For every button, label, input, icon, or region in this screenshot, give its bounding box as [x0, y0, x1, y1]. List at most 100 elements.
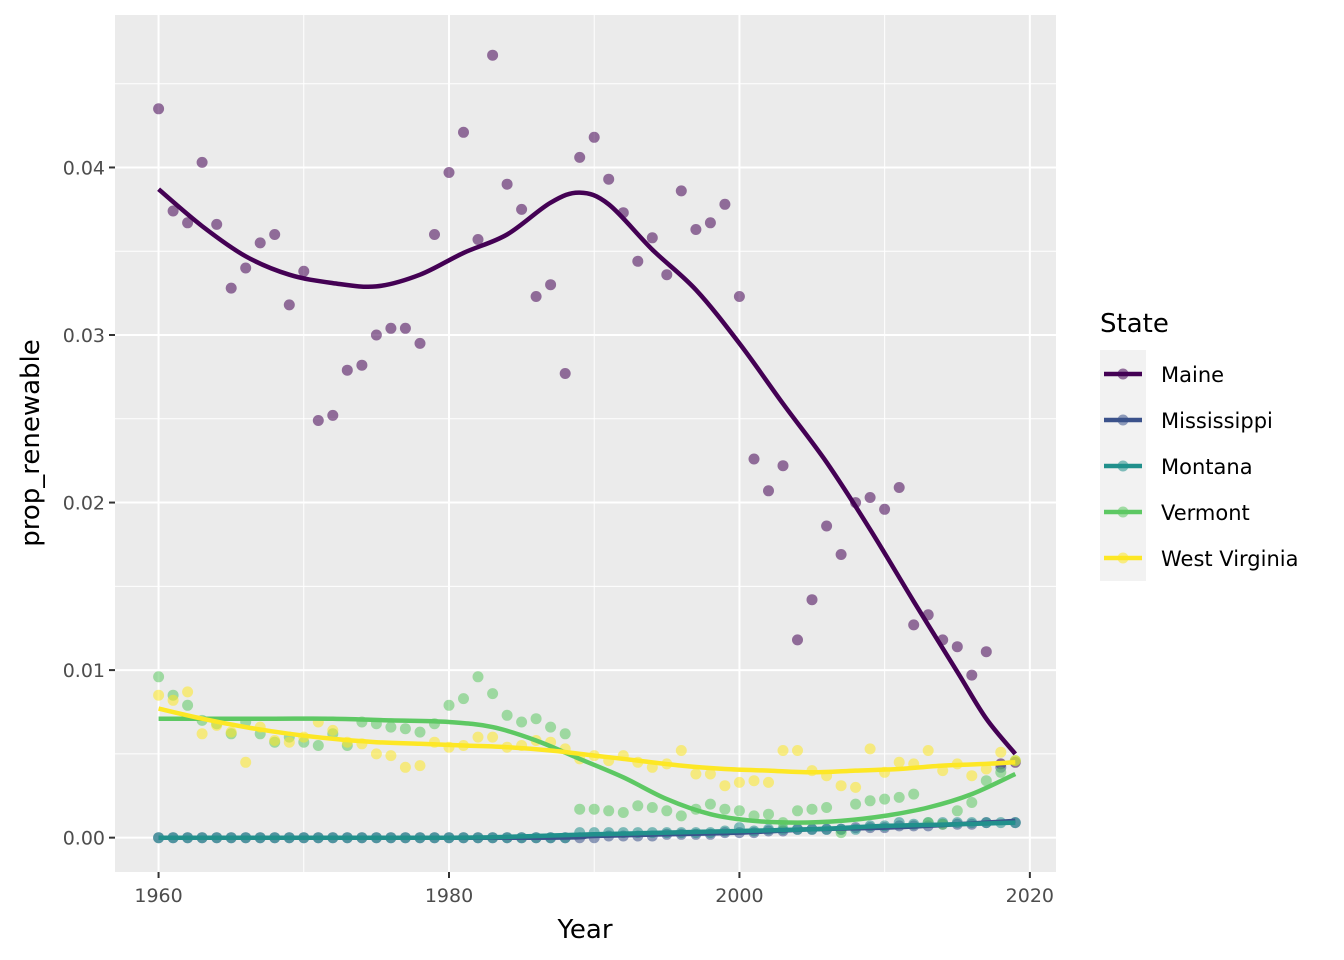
data-point: [980, 646, 992, 658]
data-point: [835, 549, 847, 560]
y-tick-label: 0.00: [63, 828, 105, 850]
legend-key-point: [1117, 460, 1129, 472]
data-point: [675, 810, 687, 822]
data-point: [327, 409, 339, 421]
legend-title: State: [1100, 309, 1169, 339]
legend-key-point: [1117, 552, 1129, 564]
data-point: [733, 291, 745, 302]
data-point: [487, 49, 499, 61]
data-point: [370, 329, 382, 341]
smooth-lines: [157, 187, 1018, 841]
data-point: [748, 775, 760, 787]
data-point: [792, 634, 803, 646]
data-point: [719, 780, 731, 792]
data-point: [240, 756, 252, 768]
data-point: [850, 798, 862, 810]
data-point: [341, 364, 353, 376]
plot-panel: [115, 15, 1056, 872]
data-point: [414, 726, 426, 738]
data-point: [182, 217, 194, 229]
data-point: [922, 745, 934, 756]
data-point: [356, 359, 368, 371]
data-point: [312, 740, 324, 751]
data-point: [763, 776, 774, 788]
data-point: [951, 805, 963, 817]
legend-label: West Virginia: [1161, 547, 1298, 571]
data-point: [487, 688, 499, 700]
data-point: [370, 748, 382, 760]
x-axis-title: Year: [556, 915, 612, 945]
data-point: [472, 671, 484, 683]
data-point: [211, 218, 223, 230]
data-point: [603, 173, 615, 185]
data-point: [792, 745, 803, 756]
legend-key-point: [1117, 506, 1129, 518]
data-point: [399, 322, 411, 334]
data-point: [806, 594, 818, 606]
data-point: [472, 234, 484, 245]
data-point: [603, 805, 615, 817]
data-point: [719, 803, 731, 815]
data-point: [908, 788, 920, 800]
data-point: [167, 694, 179, 706]
data-point: [748, 453, 760, 465]
data-point: [501, 709, 513, 721]
data-point: [879, 793, 891, 805]
data-point: [574, 151, 586, 163]
x-axis: 1960 1980 2000 2020: [134, 872, 1054, 907]
data-point: [283, 736, 295, 748]
data-point: [733, 776, 745, 788]
x-tick-label: 2020: [1006, 885, 1054, 907]
data-point: [240, 262, 252, 274]
data-point: [675, 745, 687, 756]
data-point: [632, 255, 644, 267]
data-point: [908, 619, 920, 631]
x-tick-label: 1960: [134, 885, 182, 907]
data-point: [385, 750, 397, 762]
data-point: [806, 803, 818, 815]
data-point: [864, 795, 876, 807]
y-axis-title: prop_renewable: [16, 339, 46, 547]
data-point: [516, 716, 528, 728]
legend-key-point: [1117, 414, 1129, 426]
data-point: [254, 237, 266, 249]
data-point: [850, 781, 862, 793]
y-tick-label: 0.01: [63, 660, 105, 682]
data-point: [777, 460, 789, 472]
data-point: [298, 265, 310, 277]
data-point: [559, 368, 571, 379]
smooth-line-montana: [158, 820, 1016, 841]
data-point: [269, 229, 281, 240]
data-point: [501, 178, 513, 190]
data-point: [980, 775, 992, 787]
smooth-line-maine: [157, 187, 1018, 756]
data-point: [821, 802, 833, 813]
y-tick-label: 0.03: [63, 325, 105, 347]
data-point: [588, 131, 600, 143]
data-point: [893, 791, 905, 803]
data-point: [719, 198, 731, 210]
data-point: [414, 337, 426, 349]
legend: State Maine Mississippi Montana Vermont West…: [1100, 309, 1298, 581]
legend-key-point: [1117, 368, 1129, 380]
data-point: [835, 780, 847, 792]
data-point: [283, 299, 295, 311]
data-point: [733, 805, 745, 817]
data-point: [632, 800, 644, 812]
data-point: [704, 217, 716, 229]
data-point: [167, 205, 179, 217]
data-point: [385, 322, 397, 334]
data-point: [312, 415, 324, 426]
data-point: [893, 756, 905, 768]
data-point: [153, 103, 165, 115]
y-axis: 0.00 0.01 0.02 0.03 0.04: [63, 157, 115, 850]
data-point: [472, 731, 484, 743]
data-point: [995, 766, 1007, 778]
data-point: [225, 726, 237, 738]
data-point: [617, 807, 629, 818]
data-point: [458, 126, 469, 138]
data-point: [443, 167, 455, 178]
data-point: [864, 492, 876, 503]
data-point: [792, 805, 803, 817]
